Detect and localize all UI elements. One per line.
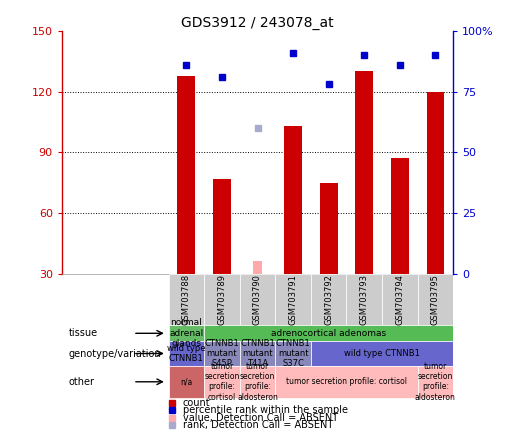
Bar [239,341,276,365]
Bar [382,274,418,325]
Bar [276,341,311,365]
Text: percentile rank within the sample: percentile rank within the sample [183,405,348,415]
Text: n/a: n/a [180,377,193,386]
Bar [239,274,276,325]
Bar [418,365,453,398]
Bar [391,159,409,274]
Text: other: other [69,377,95,387]
Text: count: count [183,398,211,408]
Bar [204,365,239,398]
Bar [253,262,262,274]
Bar [418,274,453,325]
Bar [355,71,373,274]
Bar [213,178,231,274]
Text: GSM703793: GSM703793 [360,274,369,325]
Bar [347,274,382,325]
Bar [311,341,453,365]
Text: wild type CTNNB1: wild type CTNNB1 [344,349,420,358]
Bar [239,365,276,398]
Bar [276,274,311,325]
Bar [276,365,418,398]
Text: wild type
CTNNB1: wild type CTNNB1 [167,344,205,363]
Text: genotype/variation: genotype/variation [69,349,162,358]
Bar [311,274,347,325]
Bar [168,325,204,341]
Text: tumor
secretion
profile:
cortisol: tumor secretion profile: cortisol [204,362,239,402]
Bar [284,126,302,274]
Text: value, Detection Call = ABSENT: value, Detection Call = ABSENT [183,413,338,423]
Bar [168,274,204,325]
Text: GSM703794: GSM703794 [396,274,404,325]
Bar [178,75,195,274]
Text: tumor
secretion
profile:
aldosteron: tumor secretion profile: aldosteron [237,362,278,402]
Text: adrenocortical adenomas: adrenocortical adenomas [271,329,386,338]
Bar [204,341,239,365]
Text: GSM703790: GSM703790 [253,274,262,325]
Text: GSM703788: GSM703788 [182,274,191,325]
Bar [204,274,239,325]
Text: CTNNB1
mutant
T41A: CTNNB1 mutant T41A [240,339,275,369]
Text: GSM703791: GSM703791 [288,274,298,325]
Text: tumor secretion profile: cortisol: tumor secretion profile: cortisol [286,377,407,386]
Text: rank, Detection Call = ABSENT: rank, Detection Call = ABSENT [183,420,333,430]
Bar [168,365,204,398]
Text: GSM703789: GSM703789 [217,274,227,325]
Text: CTNNB1
mutant
S45P: CTNNB1 mutant S45P [204,339,239,369]
Text: CTNNB1
mutant
S37C: CTNNB1 mutant S37C [276,339,311,369]
Bar [168,341,204,365]
Title: GDS3912 / 243078_at: GDS3912 / 243078_at [181,16,334,30]
Text: normal
adrenal
glands: normal adrenal glands [169,318,203,348]
Bar [204,325,453,341]
Text: GSM703795: GSM703795 [431,274,440,325]
Text: tissue: tissue [69,328,98,338]
Bar [320,182,337,274]
Text: GSM703792: GSM703792 [324,274,333,325]
Text: tumor
secretion
profile:
aldosteron: tumor secretion profile: aldosteron [415,362,456,402]
Bar [426,92,444,274]
